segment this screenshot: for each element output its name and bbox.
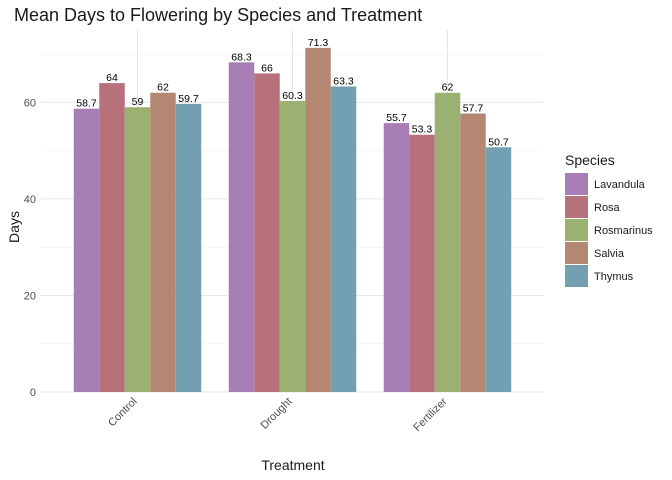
bar-thymus-control bbox=[175, 103, 202, 393]
y-tick-label: 0 bbox=[30, 387, 36, 399]
bar-rosa-control bbox=[99, 83, 125, 393]
bar-lavandula-fertilizer bbox=[383, 123, 410, 392]
y-axis-title: Days bbox=[6, 211, 22, 243]
data-label: 50.7 bbox=[488, 136, 509, 148]
bar-rosmarinus-drought bbox=[279, 100, 306, 393]
legend-key-salvia bbox=[565, 242, 588, 264]
bar-lavandula-control bbox=[73, 108, 100, 392]
x-tick-label: Control bbox=[106, 396, 140, 430]
data-label: 68.3 bbox=[231, 51, 252, 63]
data-label: 63.3 bbox=[333, 75, 354, 87]
data-label: 64 bbox=[106, 72, 118, 84]
data-label: 53.3 bbox=[412, 124, 433, 136]
legend-label-lavandula: Lavandula bbox=[594, 179, 646, 191]
bar-lavandula-drought bbox=[228, 62, 255, 393]
x-tick-label: Fertilizer bbox=[411, 395, 450, 434]
data-labels: 58.7 64 59 62 59.7 68.3 66 60.3 71.3 63.3 55.7 53.3… bbox=[76, 37, 509, 148]
data-label: 59 bbox=[132, 96, 144, 108]
bar-rosmarinus-fertilizer bbox=[434, 92, 461, 392]
legend-label-rosa: Rosa bbox=[594, 202, 621, 214]
legend-label-salvia: Salvia bbox=[594, 248, 625, 260]
y-tick-label: 20 bbox=[24, 290, 36, 302]
y-tick-label: 40 bbox=[24, 194, 36, 206]
legend-label-thymus: Thymus bbox=[594, 271, 634, 283]
bar-rosa-fertilizer bbox=[409, 134, 435, 393]
legend-key-thymus bbox=[565, 265, 588, 287]
legend-title: Species bbox=[565, 152, 615, 168]
legend-label-rosmarinus: Rosmarinus bbox=[594, 225, 653, 237]
legend-key-lavandula bbox=[565, 173, 588, 195]
data-label: 58.7 bbox=[76, 98, 97, 110]
data-label: 62 bbox=[157, 82, 169, 94]
data-label: 66 bbox=[261, 62, 273, 74]
bar-thymus-fertilizer bbox=[485, 147, 512, 392]
data-label: 60.3 bbox=[282, 90, 303, 102]
data-label: 71.3 bbox=[308, 37, 329, 49]
bar-thymus-drought bbox=[330, 86, 357, 393]
bar-salvia-drought bbox=[305, 47, 331, 392]
x-axis-title: Treatment bbox=[261, 457, 324, 473]
y-tick-label: 60 bbox=[24, 97, 36, 109]
bar-rosa-drought bbox=[254, 73, 280, 392]
data-label: 59.7 bbox=[178, 93, 199, 105]
legend-key-rosa bbox=[565, 196, 588, 218]
x-tick-label: Drought bbox=[258, 396, 294, 432]
bars bbox=[73, 47, 512, 393]
legend-key-rosmarinus bbox=[565, 219, 588, 241]
data-label: 55.7 bbox=[386, 112, 407, 124]
legend: Lavandula Rosa Rosmarinus Salvia Thymus bbox=[565, 173, 653, 287]
bar-salvia-control bbox=[150, 92, 176, 392]
chart-title: Mean Days to Flowering by Species and Tr… bbox=[14, 5, 422, 25]
bar-salvia-fertilizer bbox=[460, 113, 486, 392]
data-label: 62 bbox=[442, 82, 454, 94]
bar-rosmarinus-control bbox=[124, 107, 151, 392]
data-label: 57.7 bbox=[463, 103, 484, 115]
